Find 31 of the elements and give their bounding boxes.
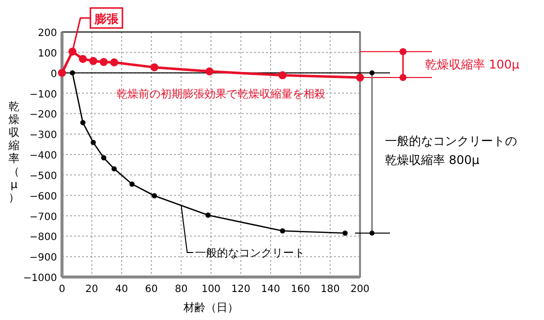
x-tick-label: 140 xyxy=(261,284,280,295)
y-tick-label: −200 xyxy=(30,110,57,121)
y-tick-label: 100 xyxy=(38,48,57,60)
x-tick-label: 60 xyxy=(145,284,158,295)
x-tick-label: 20 xyxy=(85,284,98,295)
x-tick-label: 160 xyxy=(290,284,310,295)
y-tick-label: 0 xyxy=(50,68,57,80)
y-tick-label: −400 xyxy=(30,150,57,162)
y-tick-label: 200 xyxy=(38,28,57,39)
y-tick-label: −700 xyxy=(30,212,57,223)
y-axis-title: 乾燥収縮率（μ） xyxy=(8,100,20,204)
x-tick-label: 100 xyxy=(201,284,221,295)
annotation: 乾燥前の初期膨張効果で乾燥収縮量を相殺 xyxy=(116,87,326,100)
y-tick-label: −1000 xyxy=(23,273,57,284)
y-tick-label: −500 xyxy=(30,170,57,182)
series-label: 一般的なコンクリート xyxy=(195,246,306,260)
annotation: 膨張 xyxy=(93,12,120,26)
x-tick-label: 40 xyxy=(115,284,128,295)
x-tick-label: 120 xyxy=(231,284,250,295)
y-tick-label: −800 xyxy=(30,232,57,244)
x-tick-label: 180 xyxy=(320,284,340,295)
y-tick-label: −100 xyxy=(30,89,57,100)
text: 一般的なコンクリートの乾燥収縮率 800μ xyxy=(385,134,517,167)
x-tick-label: 0 xyxy=(58,284,66,295)
y-tick-label: −300 xyxy=(30,130,57,142)
x-tick-label: 200 xyxy=(350,284,370,295)
text: 乾燥収縮率 100μ xyxy=(425,58,520,72)
y-tick-label: −600 xyxy=(30,191,57,202)
y-tick-label: −900 xyxy=(30,252,57,264)
x-tick-label: 80 xyxy=(174,284,188,295)
x-axis-title: 材齢（日） xyxy=(182,301,238,314)
